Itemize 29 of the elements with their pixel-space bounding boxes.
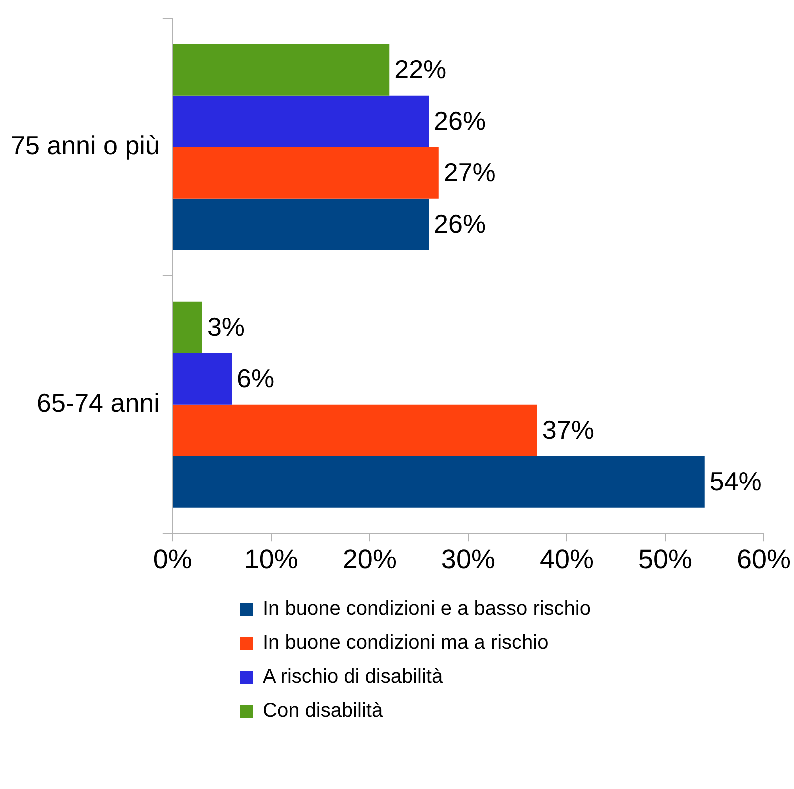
data-label: 3%	[207, 312, 246, 342]
data-label: 37%	[542, 414, 594, 445]
bar	[173, 404, 538, 456]
x-tick-label: 50%	[638, 544, 692, 574]
bar	[173, 353, 232, 405]
data-label: 6%	[237, 363, 275, 394]
bar	[173, 96, 430, 148]
bar	[173, 456, 705, 508]
x-tick-label: 30%	[441, 544, 496, 574]
data-label: 54%	[710, 466, 762, 496]
x-tick-label: 60%	[736, 544, 792, 574]
bar	[173, 44, 390, 96]
legend-label: A rischio di disabilità	[263, 666, 444, 689]
legend-label: In buone condizioni ma a rischio	[263, 632, 549, 655]
y-tick-label: 75 anni o più	[10, 130, 160, 161]
y-tick-label: 65-74 anni	[37, 388, 160, 418]
x-tick-label: 20%	[342, 544, 397, 574]
data-label: 26%	[434, 208, 486, 239]
x-tick-label: 40%	[540, 544, 594, 574]
x-tick-label: 10%	[244, 544, 298, 574]
data-label: 22%	[394, 54, 447, 84]
bar	[173, 198, 430, 250]
data-label: 26%	[434, 106, 486, 136]
data-label: 27%	[444, 157, 496, 188]
legend-label: Con disabilità	[263, 700, 384, 723]
legend-label: In buone condizioni e a basso rischio	[263, 598, 591, 621]
x-tick-label: 0%	[153, 544, 192, 574]
bar	[173, 147, 439, 199]
bar	[173, 302, 202, 354]
